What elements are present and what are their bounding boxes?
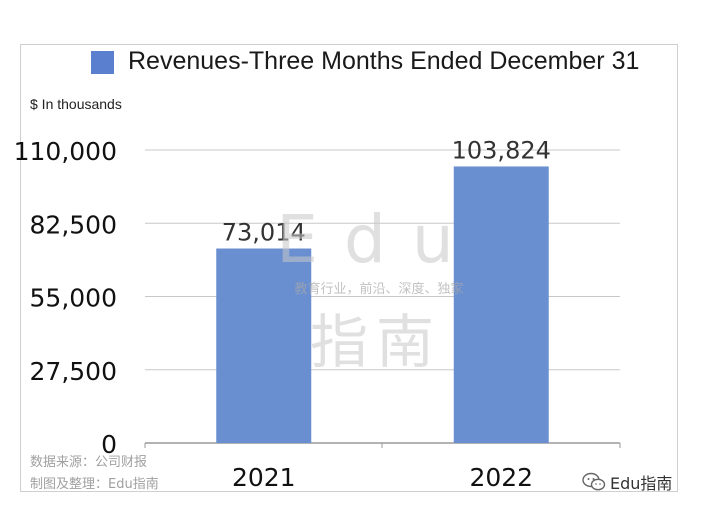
wechat-account: Edu指南 xyxy=(582,470,672,494)
source-note-credit: 制图及整理：Edu指南 xyxy=(30,477,159,492)
y-tick-label: 27,500 xyxy=(30,357,117,386)
legend-swatch xyxy=(91,51,114,74)
bars: 73,014 103,824 xyxy=(216,136,551,443)
bar-2022 xyxy=(453,166,549,443)
y-tick-label: 0 xyxy=(101,430,117,459)
y-axis-units: $ In thousands xyxy=(30,96,122,112)
x-tick-labels: 2021 2022 xyxy=(232,463,533,492)
y-tick-label: 110,000 xyxy=(14,137,117,166)
y-tick-labels: 0 27,500 55,000 82,500 110,000 xyxy=(14,137,117,459)
watermark-chinese: 指南 xyxy=(310,308,442,376)
data-label: 103,824 xyxy=(452,136,551,164)
bar-2021 xyxy=(216,248,312,443)
chart-frame xyxy=(20,44,678,492)
source-note-data: 数据来源：公司财报 xyxy=(30,455,148,470)
x-tick-label: 2021 xyxy=(232,463,296,492)
wechat-label: Edu指南 xyxy=(610,474,673,493)
data-label: 73,014 xyxy=(222,219,306,247)
wechat-icon xyxy=(582,472,606,491)
watermark-tagline: 教育行业，前沿、深度、独家 xyxy=(294,281,463,297)
y-tick-label: 55,000 xyxy=(30,284,117,313)
legend-label: Revenues-Three Months Ended December 31 xyxy=(128,47,640,75)
y-tick-label: 82,500 xyxy=(30,210,117,239)
x-tick-label: 2022 xyxy=(469,463,533,492)
